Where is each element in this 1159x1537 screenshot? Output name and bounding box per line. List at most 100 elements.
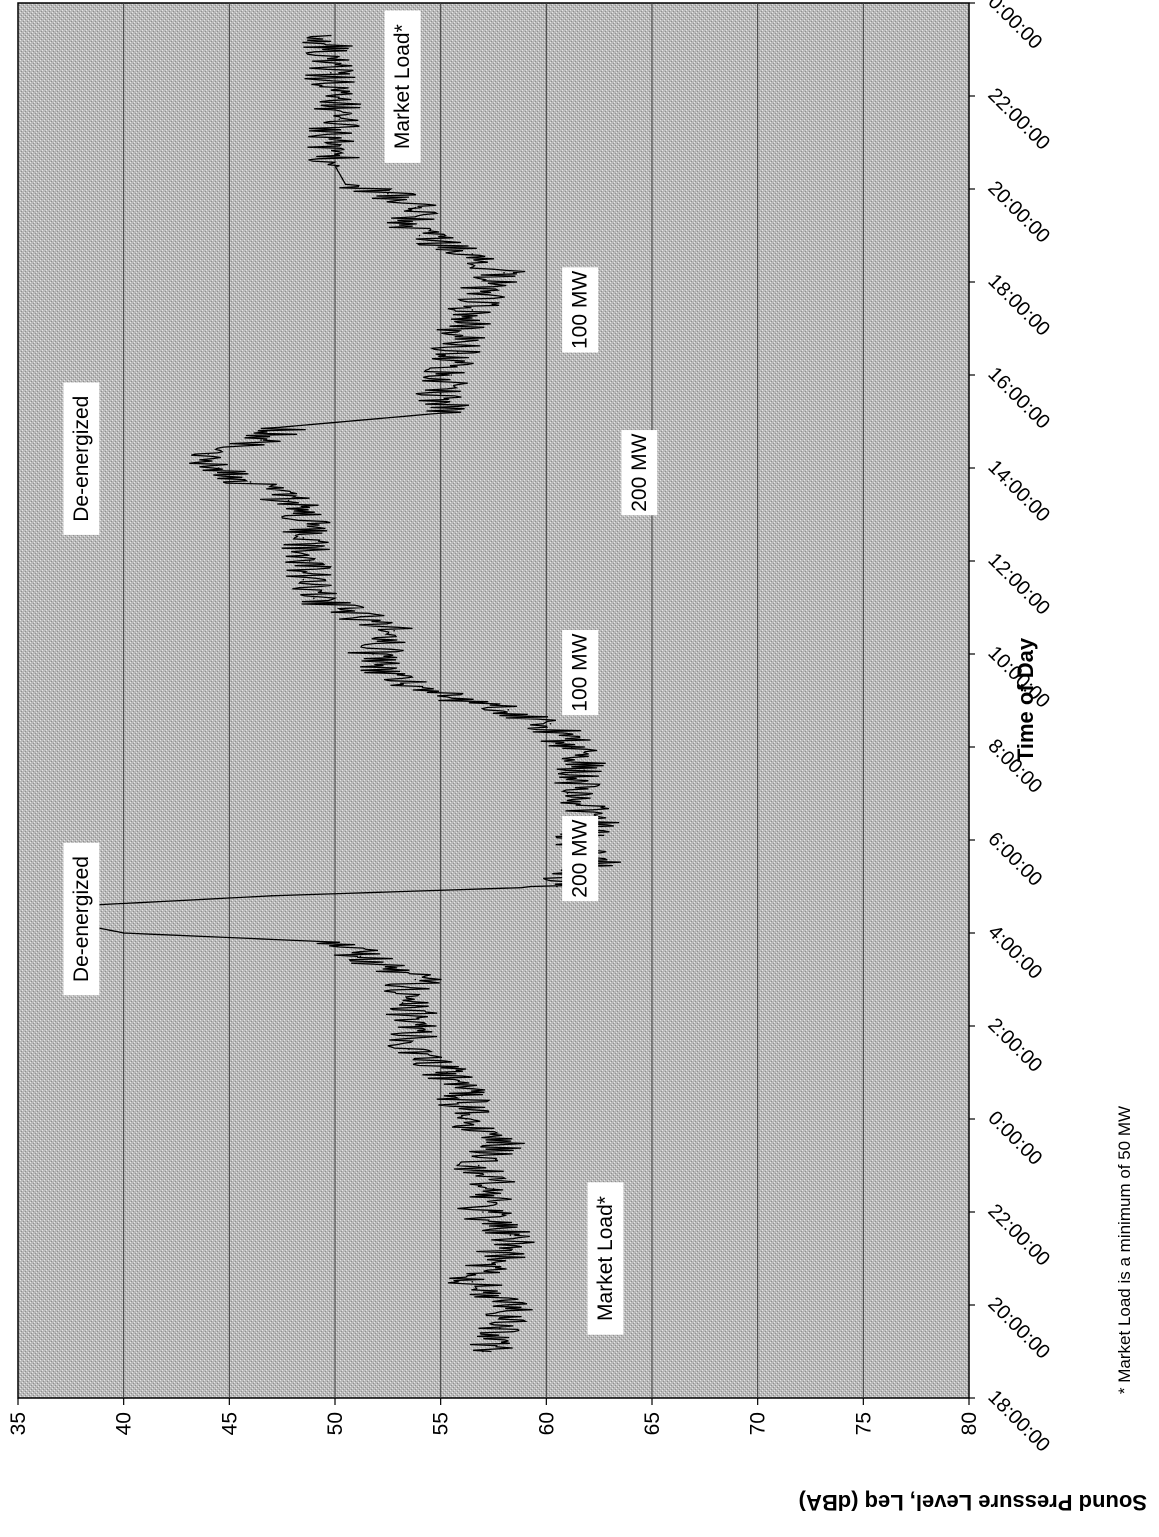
annotation: De-energized	[63, 842, 100, 996]
data-point	[503, 271, 505, 274]
annotation-box	[621, 430, 658, 516]
y-tick-label: 75	[852, 1412, 875, 1435]
x-tick-label: 18:00:00	[983, 270, 1054, 341]
y-tick-label: 65	[641, 1412, 664, 1435]
data-point	[456, 350, 459, 353]
data-point	[450, 411, 453, 414]
x-tick-label: 0:00:00	[983, 0, 1046, 54]
annotation-box	[562, 816, 599, 902]
annotation-label: 100 MW	[569, 271, 592, 349]
data-point	[217, 467, 220, 469]
data-point	[372, 653, 374, 655]
data-point	[439, 392, 442, 395]
x-tick-label: 6:00:00	[983, 828, 1046, 891]
data-point	[418, 234, 421, 237]
annotation-box	[562, 630, 599, 716]
data-point	[207, 453, 209, 455]
data-point	[598, 815, 600, 818]
data-point	[509, 1234, 512, 1237]
data-point	[382, 671, 385, 674]
data-point	[401, 1001, 404, 1004]
data-point	[583, 769, 586, 772]
data-point	[249, 481, 252, 483]
annotation-label: De-energized	[70, 856, 93, 982]
data-point	[408, 220, 410, 223]
data-point	[461, 327, 463, 330]
x-tick-label: 4:00:00	[983, 921, 1046, 984]
y-tick-label: 60	[535, 1412, 558, 1435]
data-point	[329, 141, 332, 144]
data-point	[270, 895, 273, 897]
data-point	[482, 1211, 484, 1213]
data-point	[260, 439, 262, 441]
annotation: De-energized	[63, 382, 100, 535]
annotation-box	[587, 1182, 624, 1335]
data-point	[329, 34, 332, 37]
data-point	[471, 253, 474, 255]
data-point	[499, 1257, 501, 1260]
x-tick-label: 18:00:00	[983, 1386, 1054, 1457]
annotation: 200 MW	[621, 430, 658, 516]
data-point	[338, 941, 341, 944]
data-point	[482, 290, 484, 293]
data-point	[507, 1304, 510, 1306]
data-point	[359, 616, 362, 618]
y-tick-label: 80	[958, 1412, 981, 1435]
data-point	[359, 955, 362, 958]
x-tick-label: 20:00:00	[983, 1293, 1054, 1364]
annotation-label: De-energized	[70, 396, 93, 522]
data-point	[598, 862, 600, 865]
data-point	[556, 885, 558, 888]
annotation-box	[63, 382, 100, 535]
annotation: Market Load*	[384, 10, 421, 163]
data-point	[418, 1025, 421, 1027]
x-tick-label: 12:00:00	[983, 549, 1054, 620]
data-point	[414, 206, 417, 209]
data-point	[477, 1164, 480, 1167]
data-point	[122, 932, 125, 934]
data-point	[450, 374, 453, 376]
data-point	[414, 978, 417, 981]
data-point	[338, 118, 341, 121]
footnote: * Market Load is a minimum of 50 MW	[1115, 1106, 1134, 1394]
x-tick-label: 2:00:00	[983, 1014, 1046, 1077]
y-tick-label: 40	[113, 1412, 136, 1435]
x-tick-label: 22:00:00	[983, 1200, 1054, 1271]
annotation-label: 200 MW	[569, 819, 592, 897]
annotation-label: 100 MW	[569, 633, 592, 711]
data-point	[566, 792, 569, 795]
data-point	[482, 1350, 484, 1353]
x-tick-label: 0:00:00	[983, 1107, 1046, 1170]
y-tick-label: 50	[324, 1412, 347, 1435]
annotation: 100 MW	[562, 267, 599, 353]
y-axis-title: Sound Pressure Level, Leq (dBA)	[799, 1490, 1147, 1515]
data-point	[499, 1141, 501, 1144]
data-point	[461, 699, 463, 702]
x-tick-label: 14:00:00	[983, 456, 1054, 527]
data-point	[291, 425, 294, 427]
data-point	[492, 1187, 495, 1190]
data-point	[570, 746, 573, 748]
data-point	[408, 1048, 410, 1051]
data-point	[387, 192, 389, 195]
data-point	[461, 1094, 463, 1097]
plot-area	[17, 2, 970, 1399]
data-point	[471, 309, 474, 311]
data-point	[313, 597, 315, 599]
annotation-box	[384, 10, 421, 163]
data-point	[302, 578, 305, 581]
annotation: 200 MW	[562, 816, 599, 902]
annotation-box	[562, 267, 599, 353]
annotation-box	[63, 842, 100, 996]
y-tick-label: 45	[218, 1412, 241, 1435]
data-point	[304, 513, 307, 516]
data-point	[393, 629, 395, 632]
annotation-label: Market Load*	[594, 1196, 617, 1321]
data-point	[334, 164, 336, 167]
x-tick-label: 20:00:00	[983, 177, 1054, 248]
series-line	[69, 34, 622, 1353]
annotation: Market Load*	[587, 1182, 624, 1335]
y-tick-label: 70	[747, 1412, 770, 1435]
